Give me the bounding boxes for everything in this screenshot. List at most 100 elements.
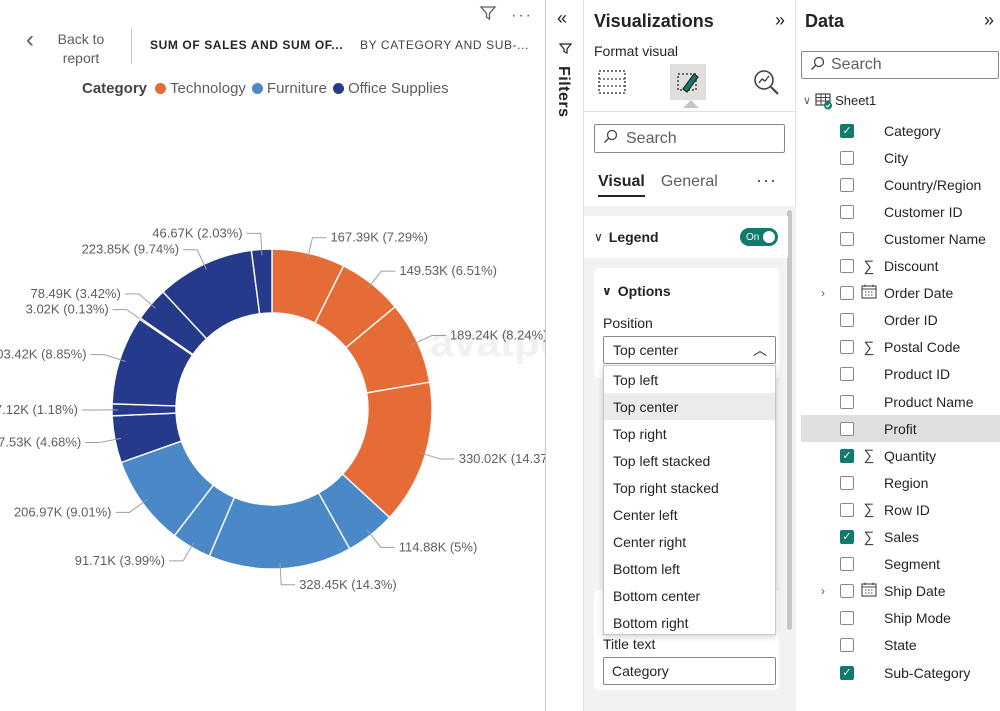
field-order-id[interactable]: Order ID	[801, 307, 1000, 334]
report-divider	[545, 0, 546, 711]
field-checkbox[interactable]	[840, 123, 854, 138]
analytics-icon[interactable]	[748, 64, 784, 100]
field-ship-date[interactable]: › Ship Date	[801, 578, 1000, 605]
tab-general[interactable]: General	[660, 173, 718, 190]
field-checkbox[interactable]	[840, 231, 854, 246]
label-leader-line-8	[85, 437, 121, 444]
table-sheet1[interactable]: ∨ Sheet1	[803, 93, 877, 110]
format-visual-icon[interactable]	[670, 64, 706, 100]
more-options-icon[interactable]: ···	[756, 170, 777, 190]
field-profit[interactable]: Profit	[801, 415, 1000, 443]
field-checkbox[interactable]	[840, 638, 854, 653]
chevron-left-icon: ‹	[26, 26, 34, 53]
field-country-region[interactable]: Country/Region	[801, 171, 1000, 198]
build-visual-icon[interactable]	[594, 64, 630, 100]
field-city[interactable]: City	[801, 144, 1000, 171]
search-icon	[810, 56, 825, 75]
field-checkbox[interactable]	[840, 259, 854, 273]
field-state[interactable]: State	[801, 632, 1000, 659]
field-checkbox[interactable]	[840, 150, 854, 165]
selected-tab-pointer	[683, 100, 699, 108]
field-name: Discount	[884, 258, 939, 274]
field-checkbox[interactable]	[840, 611, 854, 626]
collapse-data-icon[interactable]: »	[983, 10, 994, 30]
field-name: Category	[884, 122, 941, 139]
data-search-input[interactable]: Search	[801, 51, 999, 79]
field-checkbox[interactable]	[840, 394, 854, 409]
field-checkbox[interactable]	[840, 475, 854, 490]
position-option-center-left[interactable]: Center left	[613, 506, 678, 523]
position-option-center-right[interactable]: Center right	[613, 533, 687, 550]
position-option-bottom-right[interactable]: Bottom right	[613, 614, 689, 631]
table-name: Sheet1	[835, 93, 877, 108]
position-option-bottom-center[interactable]: Bottom center	[613, 587, 701, 604]
field-region[interactable]: Region	[801, 469, 1000, 496]
legend-item-office-supplies[interactable]: Office Supplies	[332, 80, 449, 97]
chevron-right-icon[interactable]: ›	[821, 584, 825, 599]
title-text-input[interactable]: Category	[603, 657, 776, 685]
chevron-right-icon[interactable]: ›	[821, 286, 825, 301]
field-ship-mode[interactable]: Ship Mode	[801, 605, 1000, 632]
position-option-top-left-stacked[interactable]: Top left stacked	[613, 452, 711, 469]
field-quantity[interactable]: ∑ Quantity	[801, 442, 1000, 469]
viz-search-input[interactable]: Search	[594, 124, 785, 153]
legend-item-technology[interactable]: Technology	[155, 80, 246, 97]
field-checkbox[interactable]	[840, 502, 854, 517]
title-text-value: Category	[612, 663, 669, 679]
filters-pane-collapsed[interactable]: « Filters	[546, 0, 584, 711]
field-name: Segment	[884, 556, 941, 573]
position-select[interactable]: Top center ︿	[603, 336, 776, 364]
legend-title: Category	[82, 80, 148, 97]
field-checkbox[interactable]	[840, 448, 854, 463]
back-to-report-button[interactable]: ‹ Back to report	[26, 26, 120, 68]
field-checkbox[interactable]	[840, 584, 854, 599]
field-checkbox[interactable]	[840, 286, 854, 301]
legend-label-technology: Technology	[170, 80, 246, 97]
field-checkbox[interactable]	[840, 313, 854, 328]
field-category[interactable]: Category	[801, 117, 1000, 144]
position-option-top-left[interactable]: Top left	[613, 371, 659, 388]
label-leader-line-10	[90, 354, 126, 362]
field-customer-name[interactable]: Customer Name	[801, 225, 1000, 252]
field-postal-code[interactable]: ∑ Postal Code	[801, 334, 1000, 361]
field-checkbox[interactable]	[840, 340, 854, 355]
field-checkbox[interactable]	[840, 557, 854, 572]
field-name: Profit	[884, 420, 917, 437]
chevron-down-icon: ∨	[803, 95, 812, 107]
field-name: Quantity	[884, 447, 937, 464]
more-options-icon[interactable]: ···	[511, 6, 533, 24]
field-checkbox[interactable]	[840, 204, 854, 219]
donut-slice-14[interactable]	[250, 248, 273, 315]
label-leader-line-13	[183, 249, 207, 270]
field-checkbox[interactable]	[840, 177, 854, 192]
position-option-top-right[interactable]: Top right	[613, 425, 667, 442]
position-option-top-right-stacked[interactable]: Top right stacked	[613, 479, 719, 496]
field-product-id[interactable]: Product ID	[801, 361, 1000, 388]
field-sales[interactable]: ∑ Sales	[801, 524, 1000, 551]
field-row-id[interactable]: ∑ Row ID	[801, 496, 1000, 523]
viz-separator	[584, 111, 796, 112]
position-option-bottom-left[interactable]: Bottom left	[613, 560, 680, 577]
legend-label-office-supplies: Office Supplies	[347, 80, 449, 97]
field-name: Customer ID	[884, 203, 963, 220]
field-order-date[interactable]: › Order Date	[801, 280, 1000, 307]
filter-icon[interactable]	[479, 4, 497, 27]
field-customer-id[interactable]: Customer ID	[801, 198, 1000, 225]
field-product-name[interactable]: Product Name	[801, 388, 1000, 415]
collapse-visualizations-icon[interactable]: »	[774, 10, 785, 30]
field-segment[interactable]: Segment	[801, 551, 1000, 578]
field-checkbox[interactable]	[840, 421, 854, 436]
position-option-top-center[interactable]: Top center	[604, 393, 775, 420]
field-checkbox[interactable]	[840, 665, 854, 680]
legend-item-furniture[interactable]: Furniture	[251, 80, 327, 97]
expand-filters-icon[interactable]: «	[557, 8, 568, 28]
field-name: Country/Region	[884, 176, 982, 193]
field-discount[interactable]: ∑ Discount	[801, 253, 1000, 280]
tab-visual[interactable]: Visual	[598, 173, 645, 197]
back-to-report-label: Back to report	[57, 31, 105, 66]
field-sub-category[interactable]: Sub-Category	[801, 659, 1000, 686]
field-checkbox[interactable]	[840, 530, 854, 544]
filters-label[interactable]: Filters	[555, 66, 572, 118]
field-checkbox[interactable]	[840, 367, 854, 382]
viz-search-placeholder: Search	[626, 129, 677, 147]
